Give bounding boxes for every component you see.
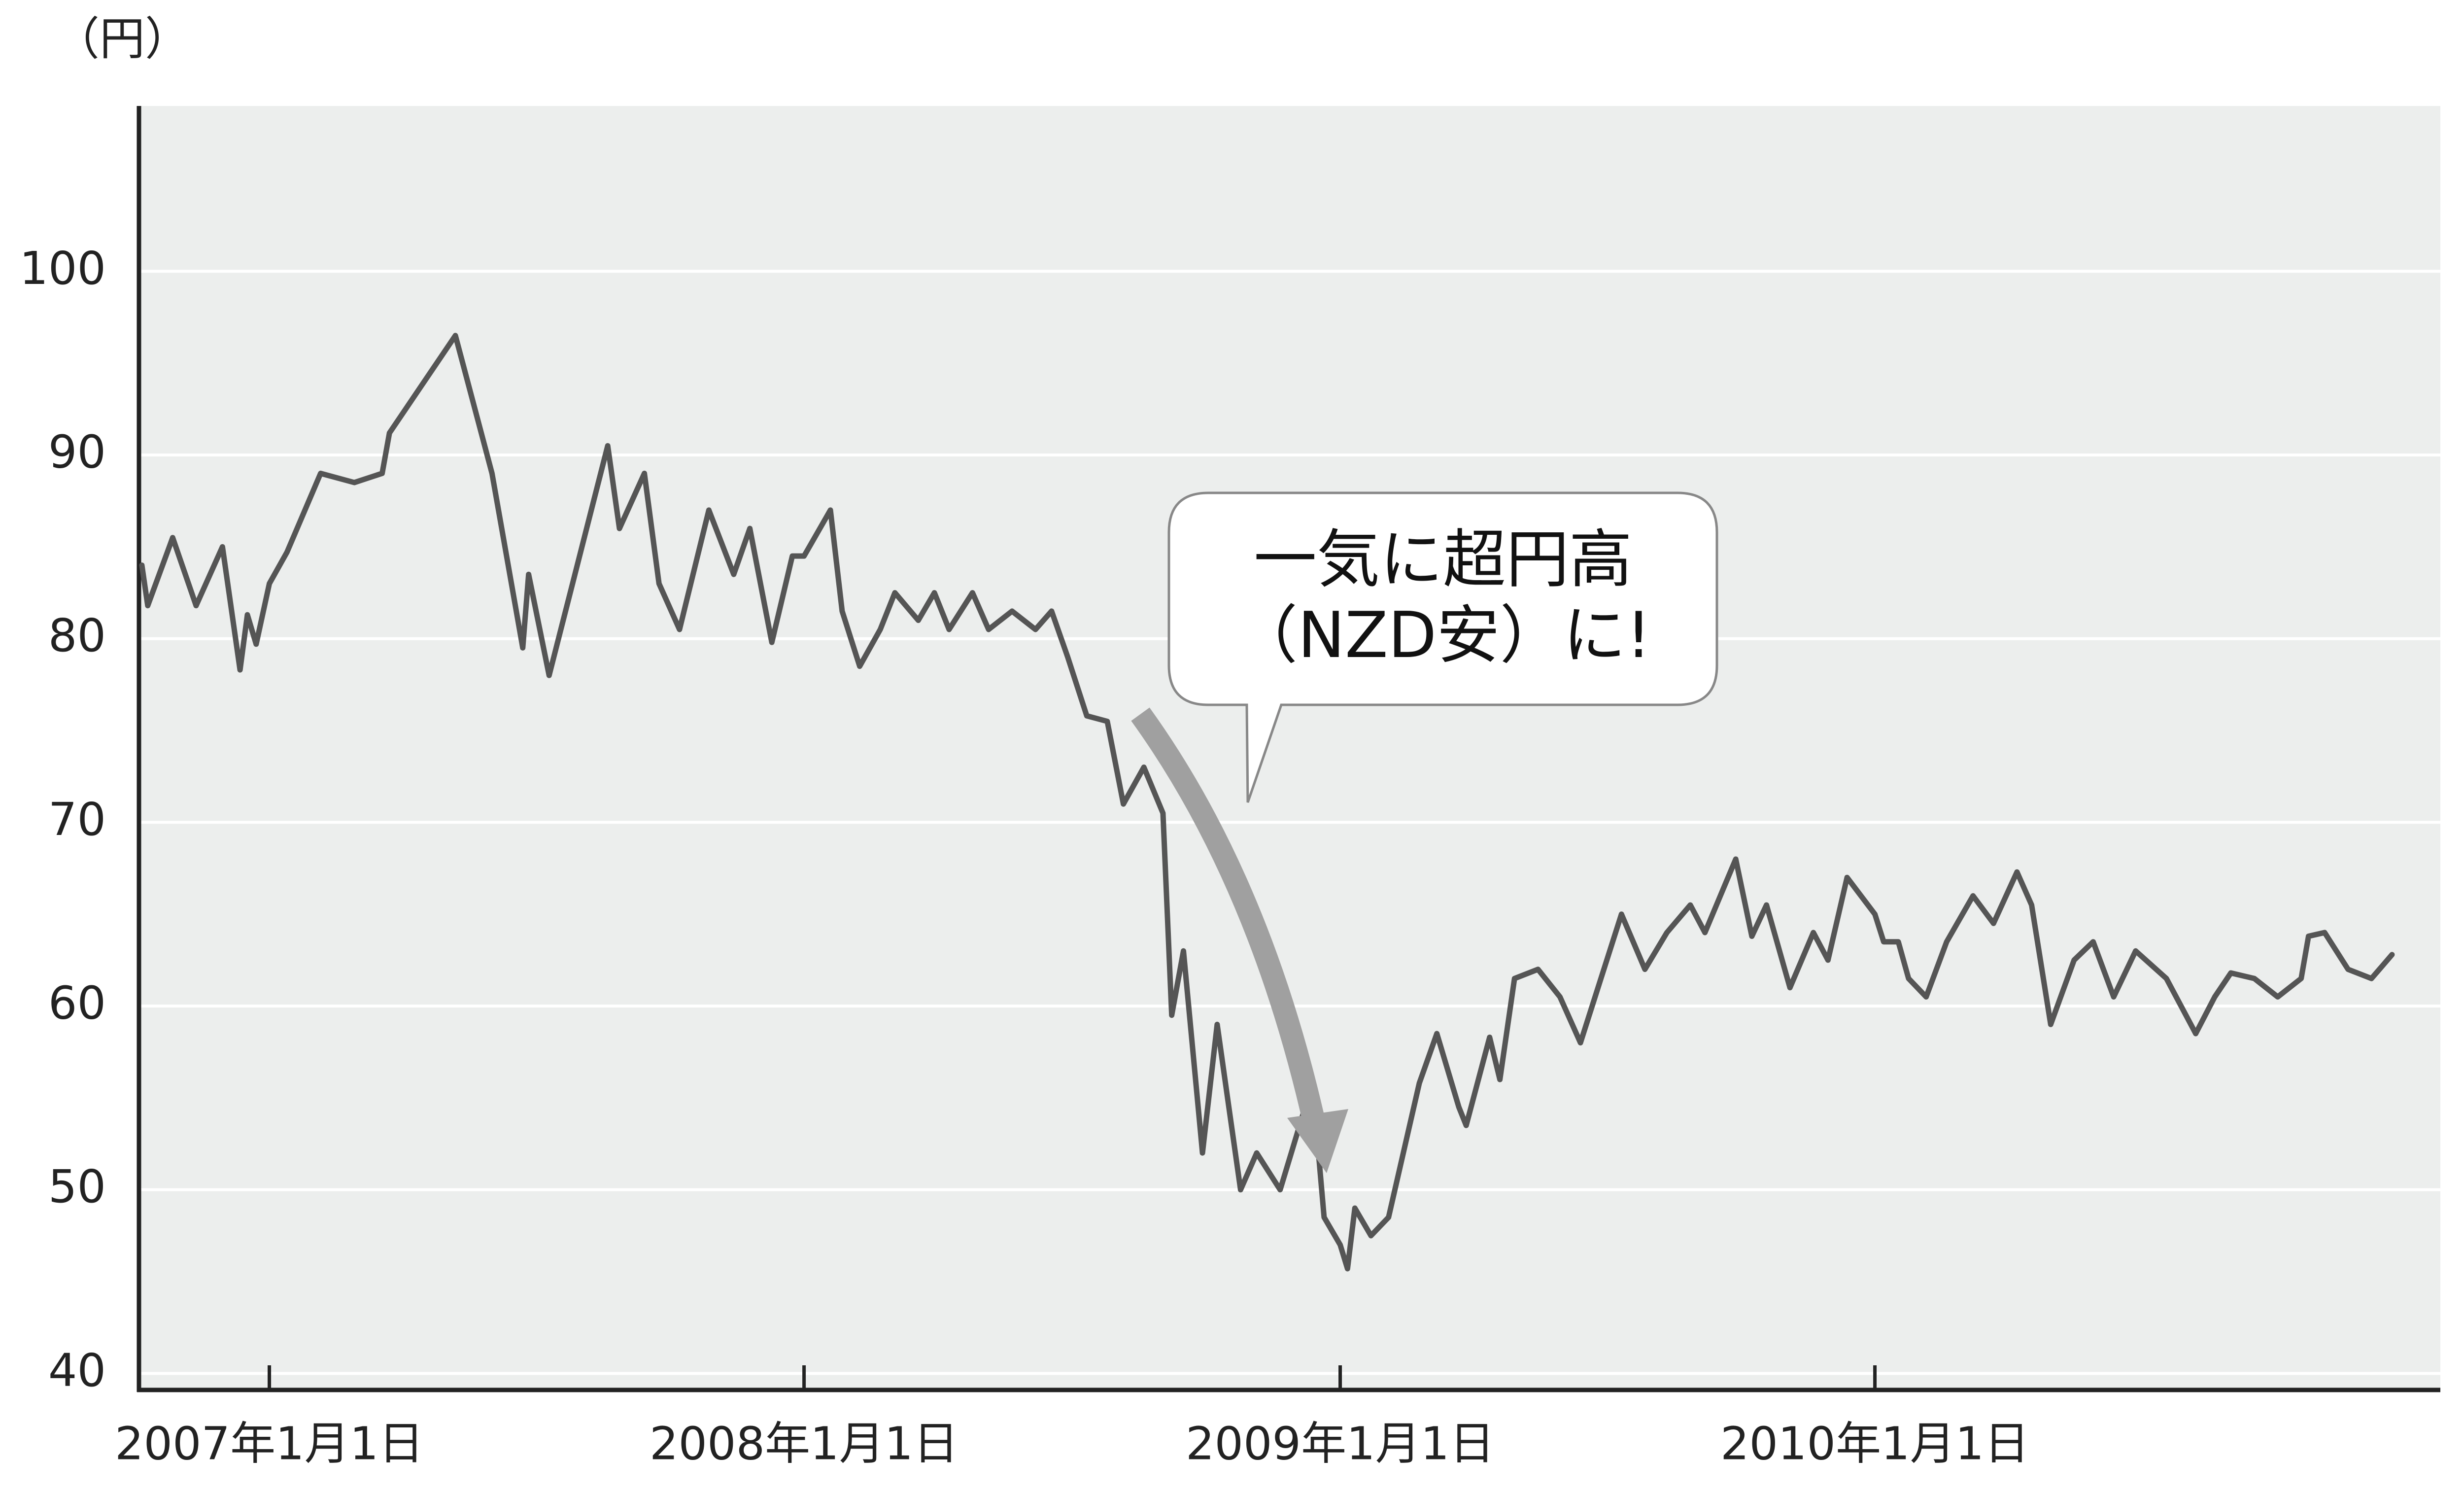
y-tick-label: 80 xyxy=(48,609,106,662)
y-tick-label: 90 xyxy=(48,425,106,478)
plot-background xyxy=(139,106,2440,1390)
annotation-arrow xyxy=(1131,707,1328,1136)
x-tick-label: 2009年1月1日 xyxy=(1186,1417,1495,1470)
annotation-bubble xyxy=(1167,491,1718,803)
y-tick-label: 70 xyxy=(48,793,106,846)
x-tick-label: 2008年1月1日 xyxy=(650,1417,958,1470)
x-tick-label: 2007年1月1日 xyxy=(115,1417,424,1470)
y-tick-label: 60 xyxy=(48,976,106,1029)
annotation-text: 一気に超円高 xyxy=(1254,523,1632,596)
annotation-text: （NZD安）に! xyxy=(1234,599,1651,672)
y-tick-label: 100 xyxy=(19,242,106,295)
x-tick-label: 2010年1月1日 xyxy=(1720,1417,2029,1470)
annotation-arrowhead xyxy=(1287,1109,1348,1173)
data-line xyxy=(139,333,2395,1272)
y-tick-label: 40 xyxy=(48,1344,106,1397)
y-axis-unit: （円） xyxy=(54,12,190,65)
y-tick-label: 50 xyxy=(48,1160,106,1213)
